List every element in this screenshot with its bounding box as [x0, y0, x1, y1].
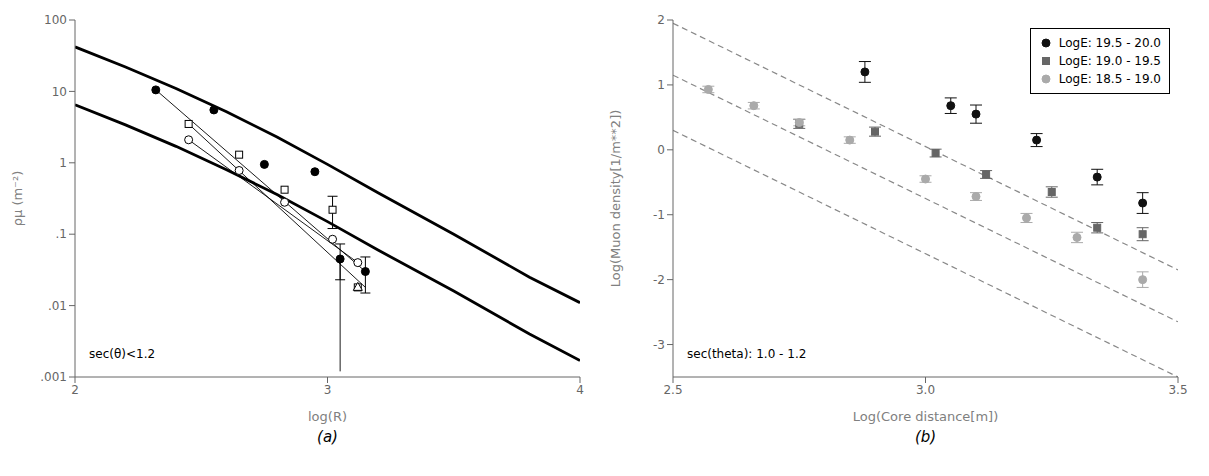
- svg-text:-2: -2: [653, 273, 665, 287]
- svg-text:-1: -1: [653, 208, 665, 222]
- svg-text:.1: .1: [56, 227, 67, 241]
- svg-text:4: 4: [576, 383, 584, 397]
- svg-text:0: 0: [657, 143, 665, 157]
- html-text:LogE: 19.0 - 19.5: LogE: 19.0 - 19.5: [1058, 54, 1161, 68]
- svg-text:.001: .001: [40, 370, 67, 384]
- svg-text:100: 100: [44, 13, 67, 27]
- svg-text:-3: -3: [653, 338, 665, 352]
- svg-text:10: 10: [52, 85, 67, 99]
- svg-text:3.0: 3.0: [916, 383, 935, 397]
- svg-text:.01: .01: [48, 299, 67, 313]
- html-text:sec(θ)<1.2: sec(θ)<1.2: [89, 347, 156, 361]
- svg-text:3.5: 3.5: [1168, 383, 1187, 397]
- html-text:(b): (b): [914, 428, 937, 446]
- svg-text:ρμ (m⁻²): ρμ (m⁻²): [10, 171, 25, 227]
- html-text:sec(theta): 1.0 - 1.2: sec(theta): 1.0 - 1.2: [687, 347, 807, 361]
- svg-text:log(R): log(R): [308, 409, 347, 424]
- svg-text:2: 2: [657, 13, 665, 27]
- svg-text:2.5: 2.5: [663, 383, 682, 397]
- html-text:(a): (a): [317, 428, 338, 446]
- svg-text:Log(Muon density[1/m**2]): Log(Muon density[1/m**2]): [608, 110, 623, 288]
- html-text:LogE: 18.5 - 19.0: LogE: 18.5 - 19.0: [1058, 72, 1161, 86]
- svg-text:1: 1: [657, 78, 665, 92]
- svg-text:1: 1: [59, 156, 67, 170]
- svg-text:Log(Core distance[m]): Log(Core distance[m]): [853, 409, 998, 424]
- svg-text:3: 3: [324, 383, 332, 397]
- html-text:LogE: 19.5 - 20.0: LogE: 19.5 - 20.0: [1058, 36, 1161, 50]
- svg-text:2: 2: [71, 383, 79, 397]
